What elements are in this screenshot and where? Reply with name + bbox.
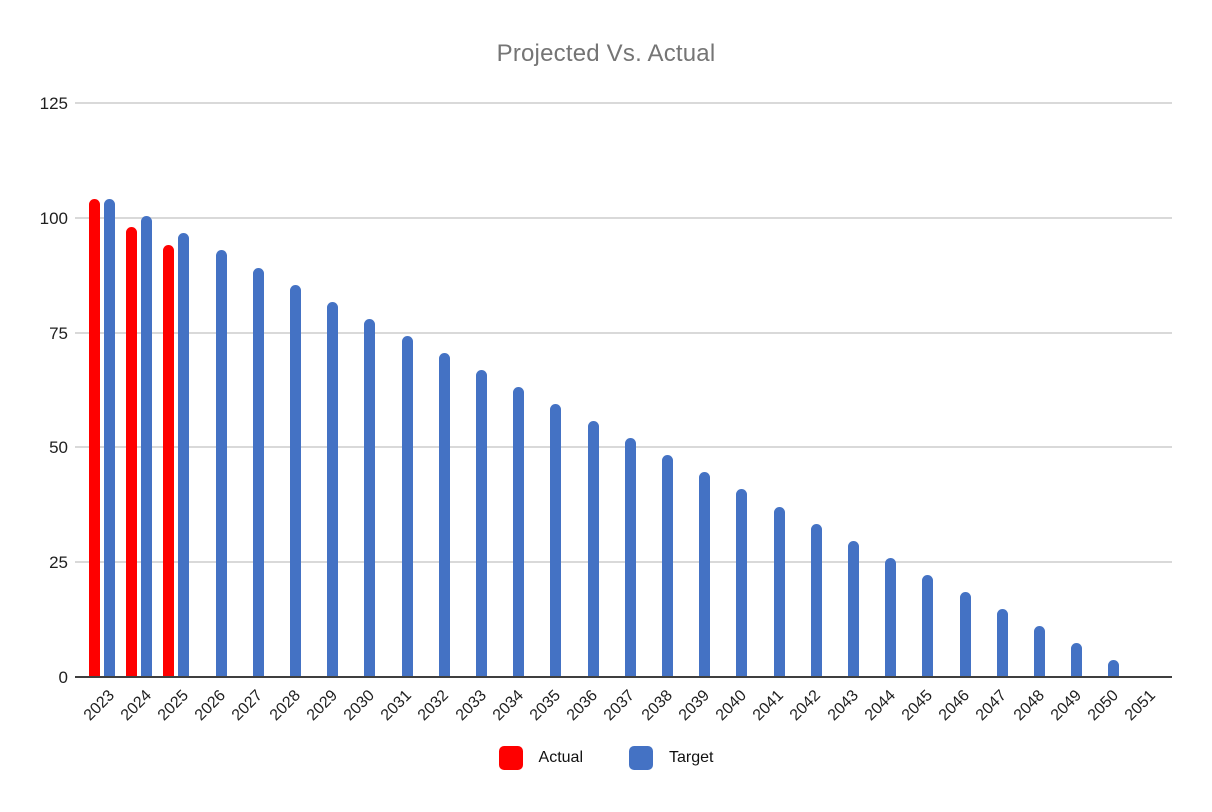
bar-target-2042: [810, 523, 822, 677]
bar-target-2046: [959, 591, 971, 677]
bar-target-2047: [996, 608, 1008, 677]
x-axis-tick-label: 2024: [117, 687, 155, 725]
x-axis-tick-label: 2034: [489, 687, 527, 725]
x-axis-tick-label: 2036: [563, 687, 602, 725]
bar-target-2048: [1034, 626, 1045, 677]
gridline: [75, 102, 1172, 104]
x-axis-tick-label: 2045: [898, 687, 936, 725]
target-series-swatch: [629, 746, 653, 770]
x-axis-tick-label: 2035: [526, 687, 564, 725]
bar-target-2032: [438, 352, 450, 677]
bar-target-2023: [104, 199, 115, 677]
bar-actual-2025: [162, 245, 174, 677]
legend: Actual Target: [0, 746, 1212, 770]
x-axis-tick-label: 2029: [303, 687, 341, 725]
bar-target-2028: [290, 284, 301, 677]
x-axis-tick-label: 2023: [80, 687, 118, 725]
x-axis-tick-label: 2050: [1084, 687, 1122, 725]
legend-label-target: Target: [669, 749, 714, 766]
y-axis-tick-label: 75: [49, 323, 68, 343]
x-axis-tick-label: 2046: [935, 687, 974, 725]
bar-target-2039: [699, 472, 711, 677]
actual-series-swatch: [498, 746, 523, 770]
bar-actual-2024: [125, 226, 137, 677]
gridline: [75, 561, 1172, 564]
bar-actual-2023: [88, 198, 100, 677]
x-axis-tick-label: 2027: [229, 687, 267, 725]
x-axis-tick-label: 2049: [1047, 687, 1085, 725]
bar-target-2041: [773, 506, 785, 677]
x-axis-tick-label: 2030: [340, 687, 378, 725]
x-axis-tick-label: 2039: [675, 687, 713, 725]
x-axis-tick-label: 2028: [266, 687, 304, 725]
bar-target-2034: [513, 387, 525, 677]
legend-label-actual: Actual: [538, 749, 583, 766]
bar-target-2035: [550, 404, 562, 677]
gridline: [75, 216, 1172, 219]
x-axis-tick-label: 2044: [861, 687, 899, 725]
y-axis-tick-label: 125: [39, 94, 68, 113]
bar-target-2030: [364, 318, 376, 677]
bar-target-2050: [1108, 660, 1120, 677]
bar-target-2024: [141, 216, 153, 677]
x-axis-line: [75, 676, 1172, 678]
bar-target-2025: [178, 233, 190, 677]
legend-item-target: Target: [629, 746, 713, 770]
bar-target-2043: [848, 540, 859, 677]
x-axis-tick-label: 2033: [452, 687, 490, 725]
x-axis-tick-label: 2042: [787, 687, 825, 725]
legend-item-actual: Actual: [498, 746, 583, 770]
bar-target-2045: [922, 574, 934, 677]
x-axis-tick-label: 2047: [973, 687, 1011, 725]
x-axis-tick-label: 2041: [749, 687, 788, 725]
x-axis-tick-label: 2051: [1121, 687, 1160, 725]
bar-target-2026: [215, 250, 227, 677]
bar-target-2044: [885, 557, 897, 677]
x-axis-tick-label: 2032: [415, 687, 453, 725]
x-axis-tick-label: 2026: [191, 687, 230, 725]
bar-target-2049: [1071, 643, 1083, 677]
y-axis-tick-label: 50: [49, 438, 68, 458]
bar-target-2033: [476, 369, 487, 677]
x-axis-tick-label: 2038: [638, 687, 676, 725]
x-axis-tick-label: 2043: [824, 687, 862, 725]
x-axis-tick-label: 2025: [154, 687, 192, 725]
gridline: [75, 446, 1172, 449]
x-axis-tick-label: 2037: [601, 687, 639, 725]
y-axis-tick-label: 0: [58, 668, 68, 687]
bar-target-2027: [252, 267, 264, 677]
x-axis-tick-label: 2048: [1010, 687, 1048, 725]
bar-target-2031: [401, 335, 413, 677]
bar-target-2037: [624, 438, 636, 677]
x-axis-tick-label: 2040: [712, 687, 750, 725]
bar-target-2029: [327, 301, 339, 677]
y-axis-tick-label: 25: [49, 553, 68, 573]
bar-target-2038: [662, 455, 673, 677]
gridline: [75, 331, 1172, 334]
x-axis-tick-label: 2031: [377, 687, 416, 725]
bar-target-2040: [736, 489, 748, 677]
bar-target-2036: [587, 421, 599, 677]
y-axis-tick-label: 100: [39, 208, 68, 228]
chart-title: Projected Vs. Actual: [496, 40, 716, 67]
